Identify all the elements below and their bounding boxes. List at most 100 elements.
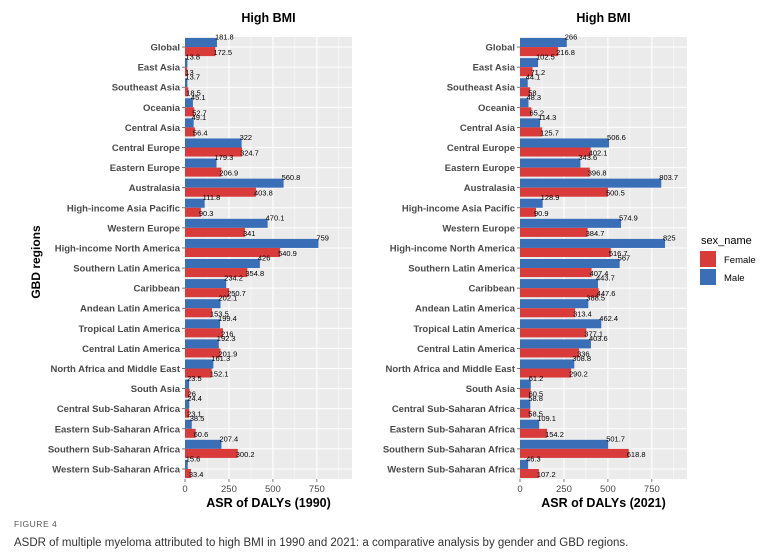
bar-female <box>520 308 576 318</box>
bar-male <box>185 339 219 349</box>
data-label-male: 443.7 <box>596 274 615 283</box>
bar-male <box>185 439 222 449</box>
bar-female <box>520 408 531 418</box>
data-label-male: 470.1 <box>266 213 285 222</box>
bar-male <box>185 78 188 88</box>
data-label-male: 560.8 <box>282 173 301 182</box>
bar-male <box>185 459 188 469</box>
category-label: South Asia <box>131 384 181 395</box>
plot-background <box>520 37 687 479</box>
data-label-female: 407.4 <box>590 269 609 278</box>
bar-male <box>185 218 268 228</box>
bar-male <box>520 399 531 409</box>
bar-male <box>520 78 528 88</box>
data-label-male: 109.1 <box>537 414 556 423</box>
data-label-male: 111.8 <box>203 193 221 202</box>
bar-female <box>185 328 223 338</box>
category-label: Australasia <box>129 183 181 194</box>
data-label-male: 199.4 <box>218 314 237 323</box>
category-label: South Asia <box>466 384 516 395</box>
bar-male <box>185 118 194 128</box>
figure-caption: ASDR of multiple myeloma attributed to h… <box>14 537 629 549</box>
legend-label-female: Female <box>724 255 756 266</box>
data-label-female: 18.5 <box>186 88 201 97</box>
data-label-male: 181.8 <box>215 33 234 42</box>
category-label: Western Sub-Saharan Africa <box>52 464 180 475</box>
category-label: Central Sub-Saharan Africa <box>392 404 516 415</box>
bar-male <box>520 379 531 389</box>
category-label: Andean Latin America <box>80 304 181 315</box>
category-label: Central Asia <box>460 123 516 134</box>
category-label: Southern Latin America <box>73 264 181 275</box>
category-label: North Africa and Middle East <box>386 364 516 375</box>
data-label-female: 300.2 <box>236 450 255 459</box>
bar-female <box>520 348 580 358</box>
bar-male <box>185 138 242 148</box>
chart-title: High BMI <box>576 11 630 25</box>
category-label: Central Europe <box>447 143 515 154</box>
category-label: Australasia <box>464 183 516 194</box>
data-label-male: 506.6 <box>607 133 626 142</box>
data-label-male: 825 <box>663 233 676 242</box>
figure-label: FIGURE 4 <box>14 519 58 529</box>
data-label-male: 161.3 <box>211 354 230 363</box>
bar-female <box>185 127 195 137</box>
data-label-male: 44.1 <box>526 73 541 82</box>
data-label-male: 61.2 <box>529 374 544 383</box>
category-label: Oceania <box>143 103 181 114</box>
data-label-male: 207.4 <box>219 434 238 443</box>
data-label-female: 402.1 <box>589 149 608 158</box>
bar-female <box>520 268 592 278</box>
data-label-female: 60.5 <box>529 390 544 399</box>
x-tick-label: 500 <box>600 484 616 495</box>
data-label-female: 13 <box>185 68 193 77</box>
bar-male <box>185 399 190 409</box>
x-tick-label: 0 <box>182 484 187 495</box>
data-label-male: 48.3 <box>526 93 541 102</box>
bar-male <box>185 299 221 309</box>
bar-male <box>185 259 260 269</box>
plot-background <box>185 37 352 479</box>
bar-female <box>185 87 189 97</box>
category-label: Western Europe <box>107 223 180 234</box>
bar-male <box>520 178 662 188</box>
chart-panel-2: High BMI ASR of DALYs (2021) 0 250 500 750 Glo… <box>383 11 687 510</box>
data-label-male: 202.1 <box>219 294 238 303</box>
bar-male <box>185 359 214 369</box>
legend-label-male: Male <box>724 273 745 284</box>
data-label-male: 462.4 <box>599 314 618 323</box>
bar-female <box>520 187 608 197</box>
bar-female <box>520 368 572 378</box>
data-label-male: 23.5 <box>187 374 202 383</box>
data-label-male: 403.6 <box>589 334 608 343</box>
bar-male <box>185 419 192 429</box>
data-label-male: 567 <box>618 254 631 263</box>
category-label: High-income North America <box>55 243 181 254</box>
bar-male <box>185 379 190 389</box>
data-label-male: 58.8 <box>528 394 543 403</box>
category-label: Oceania <box>478 103 516 114</box>
data-label-female: 206.9 <box>219 169 238 178</box>
bar-female <box>185 288 230 298</box>
bar-male <box>520 98 529 108</box>
category-label: Eastern Sub-Saharan Africa <box>390 424 516 435</box>
category-label: Central Europe <box>112 143 180 154</box>
data-label-female: 90.9 <box>534 209 549 218</box>
data-label-male: 574.9 <box>619 213 638 222</box>
category-label: Eastern Europe <box>445 163 515 174</box>
category-label: Global <box>150 43 180 54</box>
data-label-female: 500.5 <box>606 189 625 198</box>
bar-female <box>185 107 195 117</box>
data-label-male: 388.5 <box>586 294 605 303</box>
bar-female <box>520 47 559 57</box>
category-label: High-income Asia Pacific <box>67 203 180 214</box>
data-label-female: 33.4 <box>189 470 204 479</box>
bar-male <box>520 319 602 329</box>
bar-female <box>520 468 539 478</box>
data-label-male: 803.7 <box>659 173 678 182</box>
data-label-male: 114.3 <box>538 113 556 122</box>
data-label-female: 618.8 <box>627 450 646 459</box>
chart-title: High BMI <box>241 11 295 25</box>
bar-male <box>520 118 541 128</box>
bar-female <box>185 408 190 418</box>
